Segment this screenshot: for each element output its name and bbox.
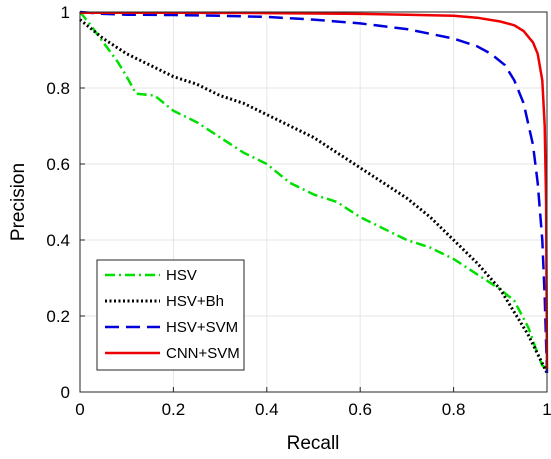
legend-label: CNN+SVM bbox=[166, 345, 240, 362]
legend-label: HSV+SVM bbox=[166, 319, 238, 336]
x-axis-title: Recall bbox=[287, 433, 340, 454]
legend: HSV HSV+Bh HSV+SVM CNN+SVM bbox=[96, 259, 245, 371]
y-tick-label: 0 bbox=[61, 383, 70, 402]
x-tick-label: 1 bbox=[542, 400, 551, 419]
y-tick-label: 0.6 bbox=[46, 155, 70, 174]
y-tick-label: 0.8 bbox=[46, 79, 70, 98]
series-lines bbox=[79, 10, 549, 374]
legend-box bbox=[96, 259, 245, 371]
legend-label: HSV+Bh bbox=[166, 293, 224, 310]
series-line-hsv-bh bbox=[79, 18, 549, 374]
x-tick-label: 0.6 bbox=[348, 400, 372, 419]
x-tick-label: 0.4 bbox=[255, 400, 279, 419]
x-tick-label: 0 bbox=[75, 400, 84, 419]
legend-label: HSV bbox=[166, 267, 197, 284]
x-tick-label: 0.2 bbox=[162, 400, 186, 419]
series-line-hsv bbox=[79, 11, 548, 371]
series-line-hsv-svm bbox=[79, 10, 549, 374]
plot-frame bbox=[79, 11, 548, 393]
axis-ticks: 0 0.2 0.4 0.6 0.8 1 0 0.2 0.4 0.6 0.8 1 bbox=[46, 3, 551, 419]
series-line-cnn-svm bbox=[80, 11, 549, 370]
y-tick-label: 0.2 bbox=[46, 307, 70, 326]
y-tick-label: 1 bbox=[61, 3, 70, 22]
y-tick-label: 0.4 bbox=[46, 231, 70, 250]
x-tick-label: 0.8 bbox=[442, 400, 466, 419]
y-axis-title: Precision bbox=[8, 163, 29, 241]
